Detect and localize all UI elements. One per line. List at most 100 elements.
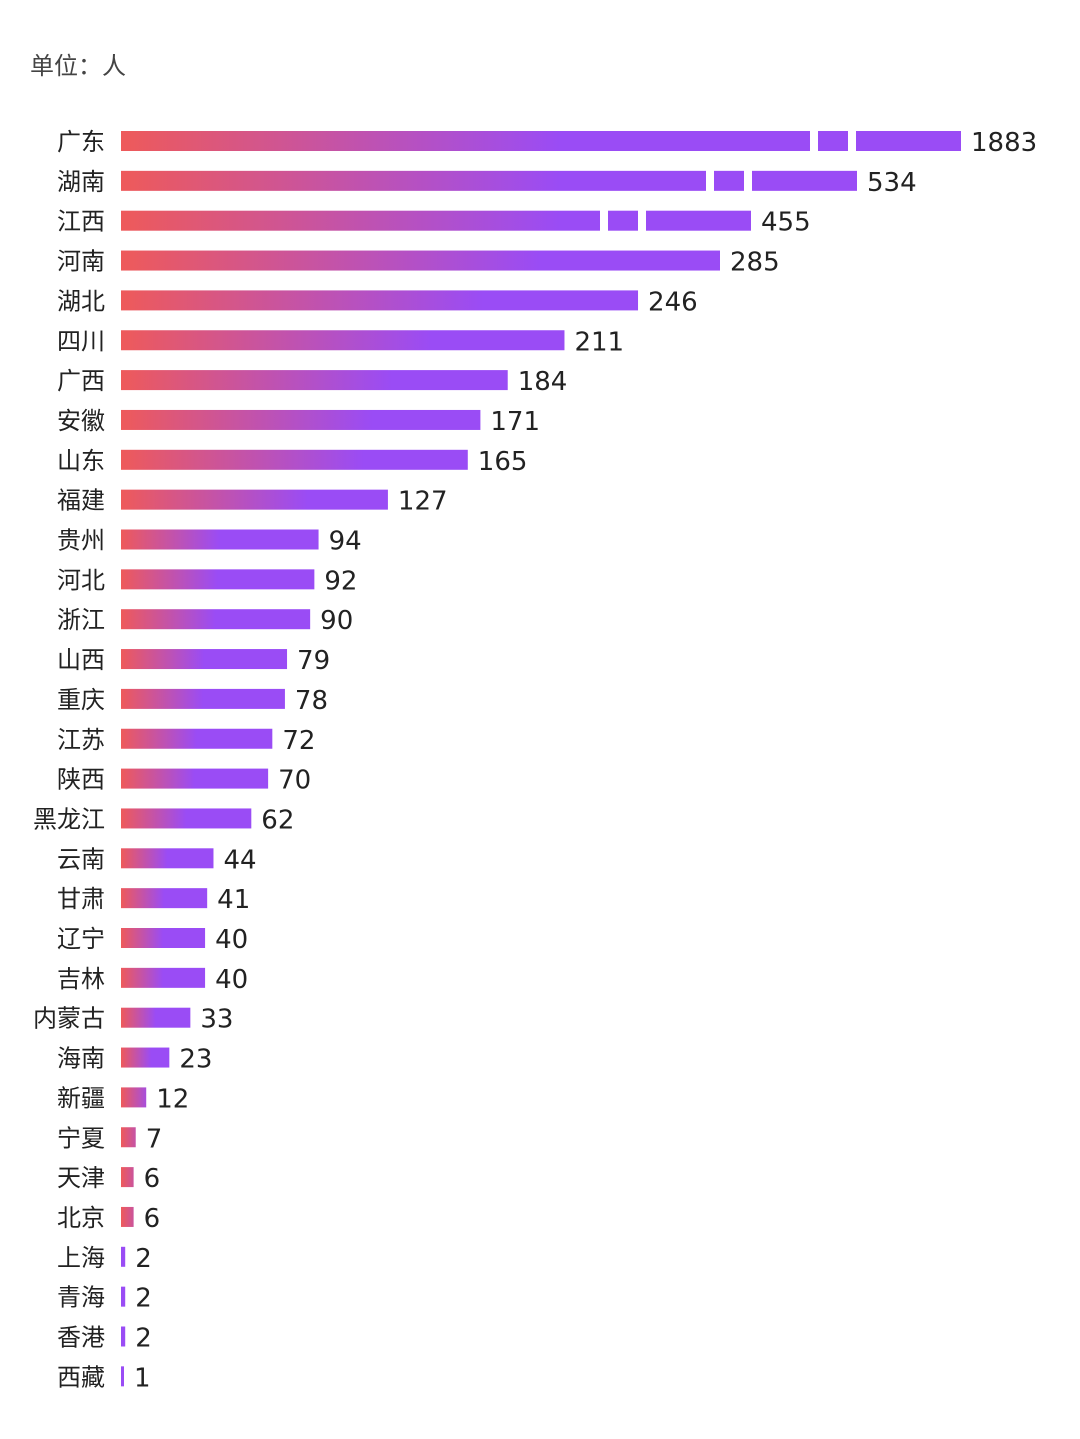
value-label: 285	[730, 248, 780, 278]
bar-break-segment	[818, 131, 848, 151]
bar	[121, 609, 311, 630]
bar	[121, 1127, 136, 1148]
bar	[121, 409, 481, 430]
category-label: 安徽	[57, 407, 105, 435]
value-label: 7	[146, 1124, 163, 1154]
bar	[121, 768, 269, 789]
value-label: 1	[134, 1363, 151, 1393]
bar	[121, 210, 600, 231]
category-label: 山东	[57, 447, 105, 475]
category-label: 福建	[57, 487, 105, 515]
category-label: 广东	[57, 128, 105, 156]
category-label: 河北	[57, 566, 105, 594]
value-label: 78	[295, 686, 328, 716]
bar	[121, 1167, 134, 1188]
category-label: 天津	[57, 1164, 105, 1192]
value-label: 246	[648, 287, 698, 317]
bar	[121, 370, 508, 391]
bar	[121, 728, 273, 749]
bar	[121, 250, 720, 271]
value-label: 2	[135, 1244, 152, 1274]
value-label: 12	[156, 1084, 189, 1114]
bar	[121, 290, 639, 311]
value-label: 1883	[971, 128, 1037, 158]
bar	[121, 1246, 126, 1267]
value-label: 94	[329, 527, 362, 557]
category-label: 新疆	[57, 1084, 105, 1112]
bar	[121, 1326, 126, 1347]
category-label: 辽宁	[57, 925, 105, 953]
category-label: 湖北	[57, 287, 105, 315]
bar-break-segment	[646, 210, 751, 231]
category-label: 甘肃	[57, 885, 105, 913]
bar	[121, 569, 315, 590]
category-label: 山西	[57, 646, 105, 674]
category-label: 青海	[57, 1284, 105, 1312]
category-label: 内蒙古	[33, 1005, 105, 1033]
category-label: 贵州	[57, 527, 105, 555]
category-label: 香港	[57, 1324, 105, 1352]
category-label: 江西	[57, 208, 105, 236]
value-label: 211	[574, 327, 624, 357]
value-label: 6	[144, 1204, 161, 1234]
value-label: 127	[398, 487, 448, 517]
bar-break-segment	[856, 131, 961, 151]
value-label: 79	[297, 646, 330, 676]
category-label: 西藏	[57, 1363, 105, 1391]
bar	[121, 529, 319, 550]
bar	[121, 649, 288, 670]
bar-break-segment	[608, 210, 638, 231]
unit-label: 单位：人	[30, 52, 126, 80]
value-label: 165	[478, 447, 528, 477]
category-label: 江苏	[57, 726, 105, 754]
bar	[121, 131, 810, 151]
bar	[121, 1047, 170, 1068]
category-label: 黑龙江	[33, 805, 105, 833]
bar	[121, 967, 206, 988]
value-label: 62	[261, 805, 294, 835]
value-label: 33	[200, 1005, 233, 1035]
category-label: 重庆	[57, 686, 105, 714]
value-label: 40	[215, 925, 248, 955]
bar	[121, 330, 565, 351]
bar	[121, 1286, 126, 1307]
bar	[121, 808, 252, 829]
bar	[121, 170, 706, 191]
value-label: 2	[135, 1324, 152, 1354]
value-label: 534	[867, 168, 917, 198]
value-label: 92	[324, 566, 357, 596]
value-label: 41	[217, 885, 250, 915]
bar	[121, 888, 208, 909]
value-label: 40	[215, 965, 248, 995]
category-label: 陕西	[57, 766, 105, 794]
bar	[121, 1007, 191, 1028]
bar	[121, 928, 206, 948]
category-label: 云南	[57, 845, 105, 873]
value-label: 184	[518, 367, 568, 397]
value-label: 44	[223, 845, 256, 875]
bar	[121, 1087, 147, 1108]
value-label: 455	[761, 208, 811, 238]
bar-break-segment	[714, 170, 744, 191]
bar	[121, 489, 388, 510]
bar	[121, 1206, 134, 1227]
category-label: 宁夏	[57, 1124, 105, 1152]
bar	[121, 449, 468, 470]
category-label: 海南	[57, 1045, 105, 1073]
category-label: 河南	[57, 248, 105, 276]
value-label: 171	[490, 407, 540, 437]
value-label: 2	[135, 1284, 152, 1314]
category-label: 四川	[57, 327, 105, 355]
value-label: 23	[179, 1045, 212, 1075]
value-label: 6	[144, 1164, 161, 1194]
category-label: 上海	[57, 1244, 105, 1272]
category-label: 吉林	[57, 965, 105, 993]
bar-break-segment	[752, 170, 857, 191]
value-label: 90	[320, 606, 353, 636]
bar	[121, 1366, 124, 1387]
value-label: 72	[282, 726, 315, 756]
category-label: 广西	[57, 367, 105, 395]
category-label: 湖南	[57, 168, 105, 196]
bar	[121, 688, 285, 709]
